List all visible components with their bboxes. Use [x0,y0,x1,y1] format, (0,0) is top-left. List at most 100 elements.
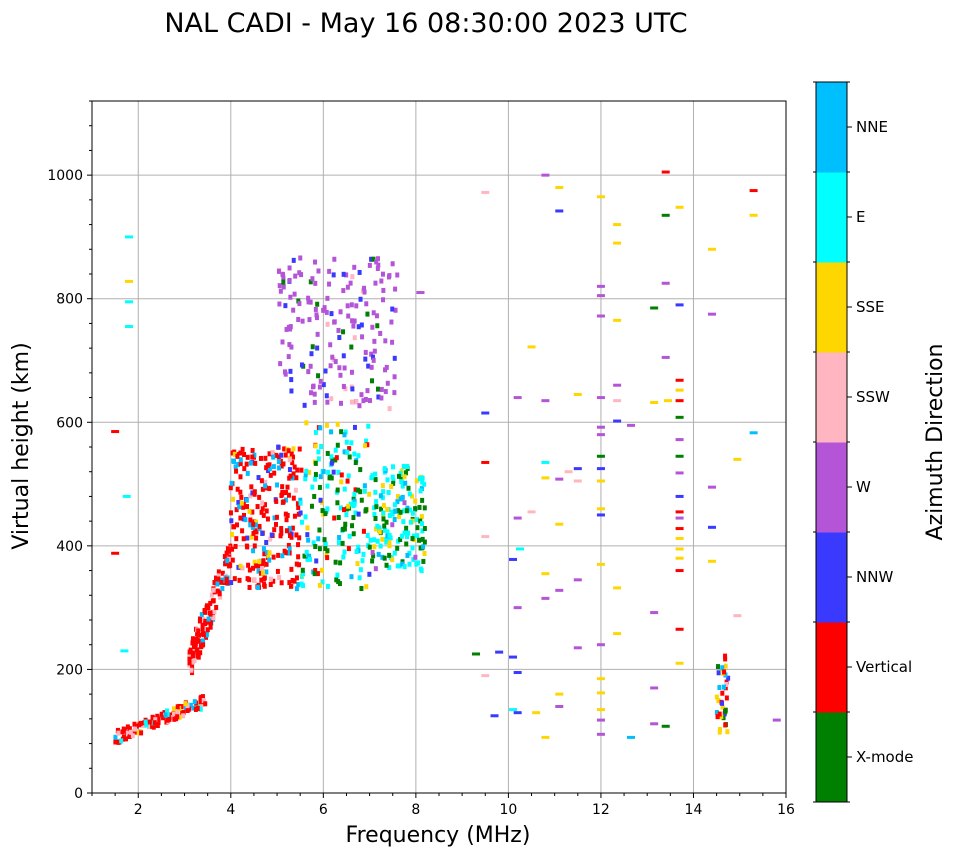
echo-point [287,580,292,586]
echo-point [287,467,292,473]
colorbar-frame [815,81,848,803]
echo-point [128,729,133,735]
echo-point [306,299,311,305]
echo-point [268,536,273,542]
echo-point [267,550,272,556]
echo-point [341,554,346,560]
echo-point [313,476,318,482]
echo-point [627,423,636,427]
echo-point [296,582,301,588]
echo-point [152,720,157,726]
echo-point [336,540,341,546]
echo-point [341,383,346,389]
echo-point [717,727,722,733]
echo-point [130,733,135,739]
echo-point [211,587,216,593]
echo-point [341,353,346,359]
echo-point [270,450,275,456]
echo-point [228,562,233,568]
echo-point [294,586,299,592]
echo-point [596,708,605,712]
echo-point [208,611,213,617]
echo-point [410,510,415,516]
echo-point [509,655,518,659]
echo-point [400,561,405,567]
echo-point [707,247,716,251]
echo-point [351,323,356,329]
echo-point [318,474,323,480]
echo-point [313,567,318,573]
echo-point [264,508,269,514]
echo-point [369,364,374,370]
echo-point [596,691,605,695]
echo-point [338,560,343,566]
echo-point [399,479,404,485]
echo-point [286,354,291,360]
echo-point [278,533,283,539]
echo-point [305,556,310,562]
echo-point [304,420,309,426]
echo-point [242,452,247,458]
echo-point [298,255,303,261]
echo-point [409,493,414,499]
echo-point [338,505,343,511]
colorbar-tick-label: Vertical [856,658,912,676]
echo-point [268,582,273,588]
echo-point [282,369,287,375]
echo-point [238,563,243,569]
echo-point [159,711,164,717]
echo-point [722,684,727,690]
echo-point [325,548,330,554]
echo-point [216,569,221,575]
echo-point [378,543,383,549]
echo-point [385,477,390,483]
echo-point [541,460,550,464]
echo-point [324,393,329,399]
echo-point [490,714,499,718]
echo-point [402,500,407,506]
echo-point [172,711,177,717]
y-tick-label: 200 [56,662,83,678]
echo-point [382,466,387,472]
echo-point [573,646,582,650]
echo-point [175,704,180,710]
echo-point [360,558,365,564]
echo-point [115,727,120,733]
echo-point [596,425,605,429]
echo-point [297,562,302,568]
echo-point [304,549,309,555]
echo-point [359,322,364,328]
echo-point [723,656,728,662]
echo-point [353,510,358,516]
echo-point [204,632,209,638]
echo-point [380,554,385,560]
echo-point [132,729,137,735]
echo-point [352,498,357,504]
echo-point [321,469,326,475]
echo-point [308,279,313,285]
echo-point [284,490,289,496]
echo-point [335,500,340,506]
echo-point [371,256,376,262]
echo-point [313,306,318,312]
echo-point [287,342,292,348]
echo-point [376,551,381,557]
echo-point [250,454,255,460]
x-axis-label: Frequency (MHz) [346,823,531,848]
echo-point [363,443,368,449]
echo-point [190,653,195,659]
echo-point [573,479,582,483]
echo-point [255,584,260,590]
echo-point [231,458,236,464]
echo-point [325,321,330,327]
echo-point [234,468,239,474]
echo-point [481,411,490,415]
echo-point [481,460,490,464]
echo-point [238,489,243,495]
echo-point [721,715,726,721]
echo-point [335,442,340,448]
echo-point [307,556,312,562]
echo-point [244,461,249,467]
echo-point [222,580,227,586]
echo-point [325,506,330,512]
